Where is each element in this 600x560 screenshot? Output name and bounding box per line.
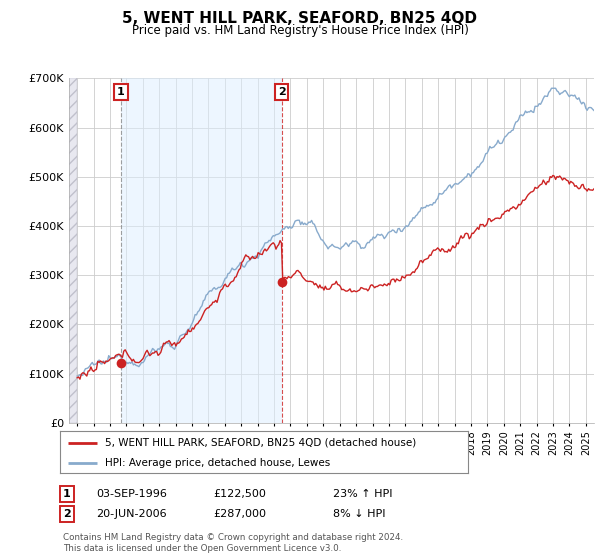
Text: 23% ↑ HPI: 23% ↑ HPI <box>333 489 392 499</box>
Text: 1: 1 <box>117 87 125 97</box>
Text: 1: 1 <box>63 489 71 499</box>
Text: 8% ↓ HPI: 8% ↓ HPI <box>333 509 386 519</box>
Text: £287,000: £287,000 <box>213 509 266 519</box>
Bar <box>121 78 282 423</box>
Text: 2: 2 <box>63 509 71 519</box>
Text: Price paid vs. HM Land Registry's House Price Index (HPI): Price paid vs. HM Land Registry's House … <box>131 24 469 36</box>
Text: HPI: Average price, detached house, Lewes: HPI: Average price, detached house, Lewe… <box>105 458 330 468</box>
Text: 5, WENT HILL PARK, SEAFORD, BN25 4QD (detached house): 5, WENT HILL PARK, SEAFORD, BN25 4QD (de… <box>105 438 416 448</box>
Text: 5, WENT HILL PARK, SEAFORD, BN25 4QD: 5, WENT HILL PARK, SEAFORD, BN25 4QD <box>122 11 478 26</box>
Text: £122,500: £122,500 <box>213 489 266 499</box>
Text: 03-SEP-1996: 03-SEP-1996 <box>96 489 167 499</box>
Text: 2: 2 <box>278 87 286 97</box>
Text: Contains HM Land Registry data © Crown copyright and database right 2024.
This d: Contains HM Land Registry data © Crown c… <box>63 533 403 553</box>
Text: 20-JUN-2006: 20-JUN-2006 <box>96 509 167 519</box>
